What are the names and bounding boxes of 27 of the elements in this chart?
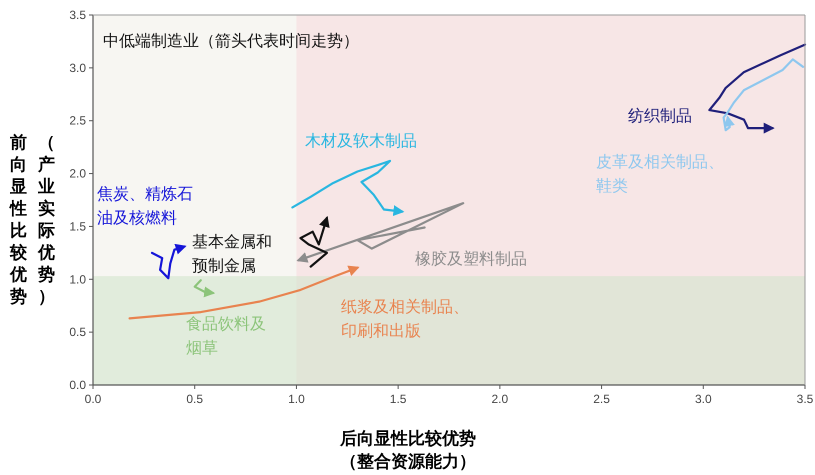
series-label: 食品饮料及烟草 xyxy=(186,313,267,359)
y-tick-label: 2.5 xyxy=(69,114,86,128)
y-tick-label: 1.0 xyxy=(69,272,86,286)
x-tick-label: 3.0 xyxy=(694,392,712,406)
y-tick-label: 0.0 xyxy=(69,378,86,392)
text: 前向显性比较优势（产业实际优势） xyxy=(10,133,55,307)
x-tick-label: 2.0 xyxy=(492,392,509,406)
y-tick-label: 2.0 xyxy=(69,166,86,181)
y-tick-label: 3.5 xyxy=(69,8,86,22)
series-label: 基本金属和预制金属 xyxy=(192,231,273,277)
series-label: 皮革及相关制品、鞋类 xyxy=(596,151,725,197)
x-tick-label: 2.5 xyxy=(593,392,610,406)
x-tick-label: 1.0 xyxy=(288,392,306,406)
x-axis-title: 后向显性比较优势（整合资源能力） xyxy=(338,428,477,474)
series-label: 木材及软木制品 xyxy=(305,130,418,152)
series-label: 纺织制品 xyxy=(628,105,693,127)
x-tick-label: 0.0 xyxy=(84,392,102,406)
series-label: 纸浆及相关制品、印刷和出版 xyxy=(341,296,470,342)
x-tick-label: 3.5 xyxy=(796,392,814,406)
y-tick-label: 0.5 xyxy=(69,325,86,340)
y-tick-label: 1.5 xyxy=(69,219,86,234)
y-tick-label: 3.0 xyxy=(69,60,86,75)
x-tick-label: 1.5 xyxy=(390,392,407,406)
text: 中低端制造业（箭头代表时间走势） xyxy=(103,31,359,50)
series-label: 橡胶及塑料制品 xyxy=(415,248,528,270)
series-label: 焦炭、精炼石油及核燃料 xyxy=(97,183,194,229)
x-tick-label: 0.5 xyxy=(186,392,204,406)
